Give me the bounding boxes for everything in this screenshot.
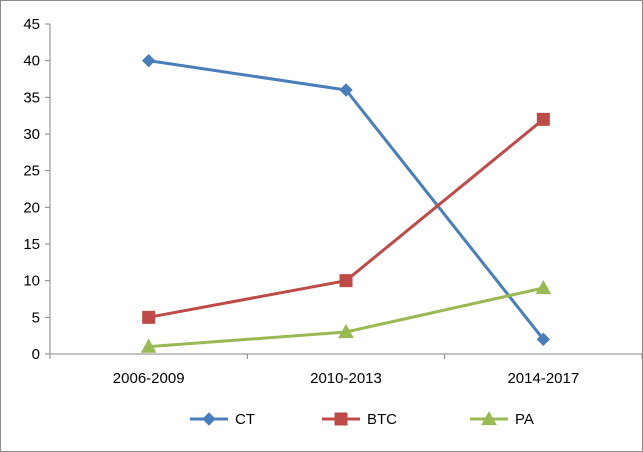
legend-label-pa: PA [515, 411, 534, 428]
data-point-pa [338, 323, 354, 339]
legend-label-btc: BTC [367, 411, 397, 428]
y-tick-label: 25 [23, 163, 40, 180]
x-tick-label: 2006-2009 [113, 370, 185, 387]
y-tick-label: 40 [23, 53, 40, 70]
y-tick-label: 45 [23, 16, 40, 33]
legend-item-ct: CT [190, 411, 255, 428]
series-ct [141, 53, 551, 347]
x-tick-label: 2010-2013 [310, 370, 382, 387]
legend-item-pa: PA [470, 410, 534, 428]
legend-item-btc: BTC [322, 411, 397, 428]
series-btc [142, 112, 550, 324]
data-point-btc [142, 310, 156, 324]
series-line-btc [148, 118, 545, 319]
legend-marker-ct [202, 412, 216, 426]
plot-area [140, 53, 552, 353]
data-point-ct [141, 53, 156, 68]
legend: CT BTC PA [190, 410, 534, 428]
y-tick-label: 15 [23, 236, 40, 253]
data-point-btc [536, 112, 550, 126]
y-tick-label: 30 [23, 126, 40, 143]
legend-label-ct: CT [235, 411, 255, 428]
legend-marker-pa [481, 410, 497, 426]
x-tick-label: 2014-2017 [507, 370, 579, 387]
data-point-pa [140, 338, 157, 353]
axes [49, 24, 642, 355]
series-pa [140, 279, 552, 353]
y-tick-label: 20 [23, 199, 40, 216]
y-tick-label: 0 [32, 346, 40, 363]
series-line-ct [148, 59, 545, 341]
data-point-pa [535, 279, 552, 295]
legend-marker-btc [334, 412, 348, 426]
data-point-ct [339, 83, 353, 97]
x-axis-ticks: 2006-2009 2010-2013 2014-2017 [49, 354, 643, 387]
y-axis-ticks: 0 5 10 15 20 25 30 35 40 45 [23, 16, 50, 363]
y-tick-label: 35 [23, 89, 40, 106]
y-tick-label: 10 [23, 273, 40, 290]
data-point-ct [536, 332, 551, 347]
data-point-btc [339, 274, 353, 288]
y-tick-label: 5 [32, 309, 40, 326]
